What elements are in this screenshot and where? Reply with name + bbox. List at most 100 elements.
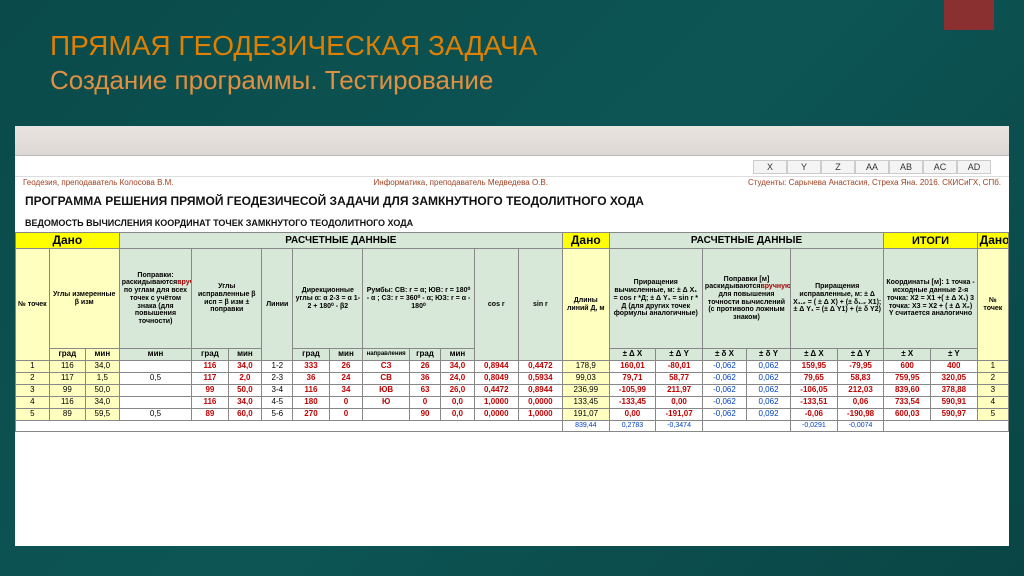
sh-napr: направления — [363, 349, 410, 361]
cell: 79,65 — [791, 372, 838, 384]
sh-min5: мин — [441, 349, 475, 361]
ribbon-strip — [15, 126, 1009, 156]
cell: 160,01 — [609, 360, 656, 372]
sh-min1: мин — [85, 349, 119, 361]
cell: -191,07 — [656, 408, 703, 420]
cell: 4 — [977, 396, 1008, 408]
cell: 3 — [16, 384, 50, 396]
sh-pdx: ± Δ X — [791, 349, 838, 361]
cell: 5 — [16, 408, 50, 420]
column-letter: AD — [957, 160, 991, 174]
table-row: 39950,09950,03-411634ЮВ6326,00,44720,894… — [16, 384, 1009, 396]
cell: 133,45 — [562, 396, 609, 408]
cell: 1-2 — [262, 360, 293, 372]
cell: 0,00 — [609, 408, 656, 420]
cell: 400 — [931, 360, 978, 372]
cell: 211,97 — [656, 384, 703, 396]
cell: 159,95 — [791, 360, 838, 372]
cell: 50,0 — [85, 384, 119, 396]
cell: 36 — [409, 372, 440, 384]
slide-title-2: Создание программы. Тестирование — [50, 65, 974, 96]
cell: 0,062 — [746, 360, 790, 372]
cell: 0,8944 — [474, 360, 518, 372]
cell: 839,60 — [884, 384, 931, 396]
head-dano-1: Дано — [16, 233, 120, 249]
cell: 58,77 — [656, 372, 703, 384]
cell: Ю — [363, 396, 410, 408]
cell: 333 — [293, 360, 329, 372]
cell: 59,5 — [85, 408, 119, 420]
sh-ddy: ± δ Y — [746, 349, 790, 361]
desc-row: № точек Углы измеренные β изм Поправки: … — [16, 249, 1009, 349]
cell: 50,0 — [228, 384, 262, 396]
cell: 116 — [293, 384, 329, 396]
column-letter: X — [753, 160, 787, 174]
cell: 3 — [977, 384, 1008, 396]
cell: 0,4472 — [518, 360, 562, 372]
h-pr-ispr: Приращения исправленные, м: ± Δ X₁.₂ = (… — [791, 249, 884, 349]
h-rumb: Румбы: СВ: r = α; ЮВ: r = 180⁰ - α ; СЗ:… — [363, 249, 474, 349]
cell: 378,88 — [931, 384, 978, 396]
main-table: Дано РАСЧЕТНЫЕ ДАННЫЕ Дано РАСЧЕТНЫЕ ДАН… — [15, 232, 1009, 432]
cell: -0,06 — [791, 408, 838, 420]
table-row: 411634,011634,04-51800Ю00,01,00000,00001… — [16, 396, 1009, 408]
slide-title-block: ПРЯМАЯ ГЕОДЕЗИЧЕСКАЯ ЗАДАЧА Создание про… — [0, 0, 1024, 106]
sh-grad3: град — [293, 349, 329, 361]
sh-grad2: град — [192, 349, 228, 361]
cell — [363, 408, 410, 420]
sh-px: ± X — [884, 349, 931, 361]
cell: 5 — [977, 408, 1008, 420]
cell: 2-3 — [262, 372, 293, 384]
h-ugly-ispr: Углы исправленные β исп = β изм ± поправ… — [192, 249, 262, 349]
cell: 5-6 — [262, 408, 293, 420]
sum-pdy: -0,0074 — [837, 420, 884, 431]
head-calc-2: РАСЧЕТНЫЕ ДАННЫЕ — [609, 233, 884, 249]
table-row: 58959,50,58960,05-62700900,00,00001,0000… — [16, 408, 1009, 420]
sh-min2: мин — [119, 349, 192, 361]
cell: 99 — [49, 384, 85, 396]
cell: 1,0000 — [474, 396, 518, 408]
sh-ddx: ± δ X — [702, 349, 746, 361]
cell: 0,5934 — [518, 372, 562, 384]
cell: 0,8049 — [474, 372, 518, 384]
cell: -0,062 — [702, 396, 746, 408]
cell: -133,51 — [791, 396, 838, 408]
cell: СЗ — [363, 360, 410, 372]
cell — [119, 360, 192, 372]
cell: 0,00 — [656, 396, 703, 408]
cell: 116 — [49, 360, 85, 372]
cell: 79,71 — [609, 372, 656, 384]
h-ugly-izm: Углы измеренные β изм — [49, 249, 119, 349]
cell: 270 — [293, 408, 329, 420]
h-linii: Линии — [262, 249, 293, 361]
table-row: 111634,011634,01-233326СЗ2634,00,89440,4… — [16, 360, 1009, 372]
cell: -105,99 — [609, 384, 656, 396]
sh-dy: ± Δ Y — [656, 349, 703, 361]
spreadsheet-window: XYZAAABACAD Геодезия, преподаватель Коло… — [15, 126, 1009, 546]
cell: -80,01 — [656, 360, 703, 372]
cell: 0,5 — [119, 372, 192, 384]
cell: 116 — [49, 396, 85, 408]
cell: 1 — [16, 360, 50, 372]
table-row: 21171,50,51172,02-33624СВ3624,00,80490,5… — [16, 372, 1009, 384]
sh-py: ± Y — [931, 349, 978, 361]
h-koord: Координаты [м]: 1 точка - исходные данны… — [884, 249, 977, 349]
credit-left: Геодезия, преподаватель Колосова В.М. — [23, 178, 174, 187]
sh-pdy: ± Δ Y — [837, 349, 884, 361]
cell: 180 — [293, 396, 329, 408]
cell: 0 — [409, 396, 440, 408]
cell: 34,0 — [228, 360, 262, 372]
cell: 320,05 — [931, 372, 978, 384]
cell: 0,0000 — [518, 396, 562, 408]
h-prir: Приращения вычисленные, м: ± Δ X₁ = cos … — [609, 249, 702, 349]
cell: -0,062 — [702, 408, 746, 420]
cell: 1,5 — [85, 372, 119, 384]
section-row: Дано РАСЧЕТНЫЕ ДАННЫЕ Дано РАСЧЕТНЫЕ ДАН… — [16, 233, 1009, 249]
sum-pdx: -0,0291 — [791, 420, 838, 431]
cell: 1 — [977, 360, 1008, 372]
cell: 0,0000 — [474, 408, 518, 420]
credit-right: Студенты: Сарычева Анастасия, Стреха Яна… — [748, 178, 1001, 187]
h-dl: Длины линий Д, м — [562, 249, 609, 361]
cell: 117 — [192, 372, 228, 384]
cell: 4 — [16, 396, 50, 408]
